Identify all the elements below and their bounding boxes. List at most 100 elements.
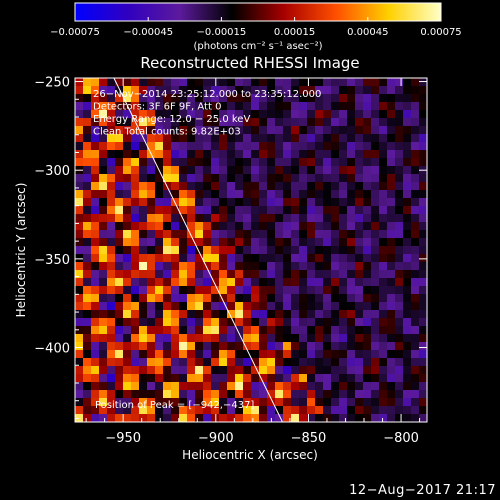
heatmap-cell xyxy=(243,174,252,183)
heatmap-cell xyxy=(147,126,156,135)
heatmap-cell xyxy=(115,206,124,215)
heatmap-cell xyxy=(75,310,84,319)
heatmap-cell xyxy=(291,382,300,391)
heatmap-cell xyxy=(403,270,412,279)
heatmap-cell xyxy=(195,238,204,247)
heatmap-cell xyxy=(155,246,164,255)
heatmap-cell xyxy=(283,262,292,271)
heatmap-cell xyxy=(363,342,372,351)
heatmap-cell xyxy=(331,342,340,351)
heatmap-cell xyxy=(379,350,388,359)
heatmap-cell xyxy=(155,158,164,167)
heatmap-cell xyxy=(395,414,404,423)
heatmap-cell xyxy=(299,318,308,327)
heatmap-cell xyxy=(323,102,332,111)
heatmap-cell xyxy=(195,158,204,167)
heatmap-cell xyxy=(339,406,348,415)
heatmap-cell xyxy=(195,270,204,279)
heatmap-cell xyxy=(307,350,316,359)
heatmap-cell xyxy=(243,94,252,103)
heatmap-cell xyxy=(419,350,428,359)
heatmap-cell xyxy=(91,366,100,375)
heatmap-cell xyxy=(403,246,412,255)
heatmap-cell xyxy=(75,270,84,279)
heatmap-cell xyxy=(363,350,372,359)
heatmap-cell xyxy=(275,326,284,335)
heatmap-cell xyxy=(131,382,140,391)
heatmap-cell xyxy=(99,206,108,215)
heatmap-cell xyxy=(371,254,380,263)
heatmap-cell xyxy=(363,382,372,391)
heatmap-cell xyxy=(147,318,156,327)
heatmap-cell xyxy=(131,326,140,335)
heatmap-cell xyxy=(235,342,244,351)
heatmap-cell xyxy=(339,198,348,207)
heatmap-cell xyxy=(211,198,220,207)
heatmap-cell xyxy=(107,350,116,359)
heatmap-cell xyxy=(155,294,164,303)
heatmap-cell xyxy=(235,150,244,159)
heatmap-cell xyxy=(355,78,364,87)
heatmap-cell xyxy=(179,102,188,111)
heatmap-cell xyxy=(267,342,276,351)
heatmap-cell xyxy=(131,254,140,263)
heatmap-cell xyxy=(387,390,396,399)
heatmap-cell xyxy=(203,182,212,191)
heatmap-cell xyxy=(275,382,284,391)
heatmap-cell xyxy=(355,246,364,255)
heatmap-cell xyxy=(131,142,140,151)
heatmap-cell xyxy=(419,150,428,159)
heatmap-cell xyxy=(123,158,132,167)
heatmap-cell xyxy=(195,214,204,223)
heatmap-cell xyxy=(243,254,252,263)
heatmap-cell xyxy=(267,318,276,327)
heatmap-cell xyxy=(195,198,204,207)
heatmap-cell xyxy=(403,134,412,143)
heatmap-cell xyxy=(419,134,428,143)
heatmap-cell xyxy=(315,174,324,183)
heatmap-cell xyxy=(235,350,244,359)
heatmap-cell xyxy=(139,190,148,199)
heatmap-cell xyxy=(395,302,404,311)
heatmap-cell xyxy=(115,398,124,407)
heatmap-cell xyxy=(291,110,300,119)
heatmap-cell xyxy=(379,206,388,215)
heatmap-cell xyxy=(91,350,100,359)
heatmap-cell xyxy=(299,342,308,351)
heatmap-cell xyxy=(211,334,220,343)
heatmap-cell xyxy=(243,302,252,311)
heatmap-cell xyxy=(179,350,188,359)
heatmap-cell xyxy=(83,406,92,415)
heatmap-cell xyxy=(243,110,252,119)
heatmap-cell xyxy=(75,318,84,327)
heatmap-cell xyxy=(355,310,364,319)
heatmap-cell xyxy=(139,238,148,247)
heatmap-cell xyxy=(315,334,324,343)
heatmap-cell xyxy=(275,110,284,119)
heatmap-cell xyxy=(219,334,228,343)
heatmap-cell xyxy=(315,118,324,127)
heatmap-cell xyxy=(331,334,340,343)
heatmap-cell xyxy=(179,222,188,231)
heatmap-cell xyxy=(251,182,260,191)
heatmap-cell xyxy=(411,110,420,119)
heatmap-cell xyxy=(363,374,372,383)
heatmap-cell xyxy=(235,190,244,199)
heatmap-cell xyxy=(219,174,228,183)
heatmap-cell xyxy=(219,110,228,119)
heatmap-cell xyxy=(147,206,156,215)
heatmap-cell xyxy=(315,350,324,359)
heatmap-cell xyxy=(299,118,308,127)
heatmap-cell xyxy=(323,302,332,311)
heatmap-cell xyxy=(171,302,180,311)
heatmap-cell xyxy=(139,118,148,127)
heatmap-cell xyxy=(371,126,380,135)
heatmap-cell xyxy=(179,126,188,135)
heatmap-cell xyxy=(139,414,148,423)
heatmap-cell xyxy=(107,110,116,119)
heatmap-cell xyxy=(115,182,124,191)
heatmap-cell xyxy=(227,222,236,231)
heatmap-cell xyxy=(171,262,180,271)
heatmap-cell xyxy=(275,214,284,223)
heatmap-cell xyxy=(139,390,148,399)
